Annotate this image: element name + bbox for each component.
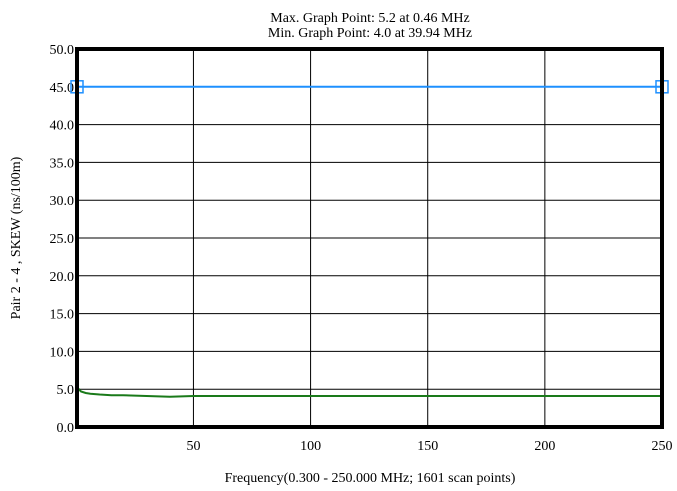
series-layer — [70, 80, 669, 398]
chart-title-min: Min. Graph Point: 4.0 at 39.94 MHz — [268, 26, 472, 41]
y-tick-label: 0.0 — [57, 421, 75, 436]
y-tick-label: 5.0 — [57, 383, 75, 398]
y-tick-label: 40.0 — [50, 119, 75, 134]
plot-frame — [75, 47, 664, 429]
y-axis-label: Pair 2 - 4 , SKEW (ns/100m) — [9, 156, 24, 319]
y-tick-label: 15.0 — [50, 308, 75, 323]
y-tick-label: 10.0 — [50, 345, 75, 360]
x-tick-label: 100 — [300, 439, 321, 454]
x-tick-label: 200 — [534, 439, 555, 454]
x-tick-label: 50 — [186, 439, 200, 454]
y-tick-label: 35.0 — [50, 156, 75, 171]
y-tick-label: 20.0 — [50, 270, 75, 285]
x-tick-label: 150 — [417, 439, 438, 454]
x-tick-labels: 50 100 150 200 250 — [186, 439, 672, 454]
y-tick-label: 50.0 — [50, 43, 75, 58]
y-tick-label: 45.0 — [50, 81, 75, 96]
chart-title-max: Max. Graph Point: 5.2 at 0.46 MHz — [270, 11, 469, 26]
measured-series-line — [76, 385, 662, 398]
y-tick-label: 25.0 — [50, 232, 75, 247]
x-axis-label: Frequency(0.300 - 250.000 MHz; 1601 scan… — [225, 471, 516, 486]
y-tick-label: 30.0 — [50, 194, 75, 209]
y-tick-labels: 0.0 5.0 10.0 15.0 20.0 25.0 30.0 35.0 40.0 45.0 50… — [50, 43, 75, 436]
x-tick-label: 250 — [652, 439, 673, 454]
grid-lines — [77, 48, 663, 428]
